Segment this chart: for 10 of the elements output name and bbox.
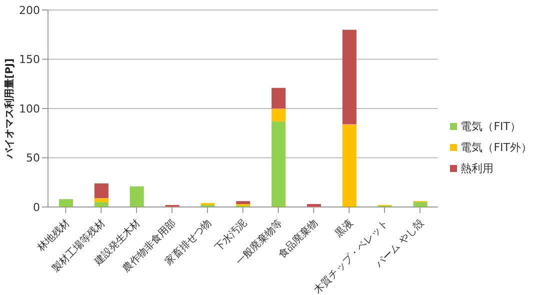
y-tick-label: 200 xyxy=(19,4,40,17)
legend-label: 熱利用 xyxy=(460,161,495,176)
y-tick-label: 100 xyxy=(19,102,40,116)
y-axis-title: バイオマス利用量[PJ] xyxy=(4,58,16,160)
y-tick-label: 0 xyxy=(33,200,40,214)
y-tick-label: 50 xyxy=(26,152,40,165)
y-tick-label: 150 xyxy=(19,53,40,66)
x-tick-label: 黒液 xyxy=(332,216,356,240)
legend-label: 電気（FIT） xyxy=(460,119,522,134)
legend-label: 電気（FIT外） xyxy=(460,140,532,155)
